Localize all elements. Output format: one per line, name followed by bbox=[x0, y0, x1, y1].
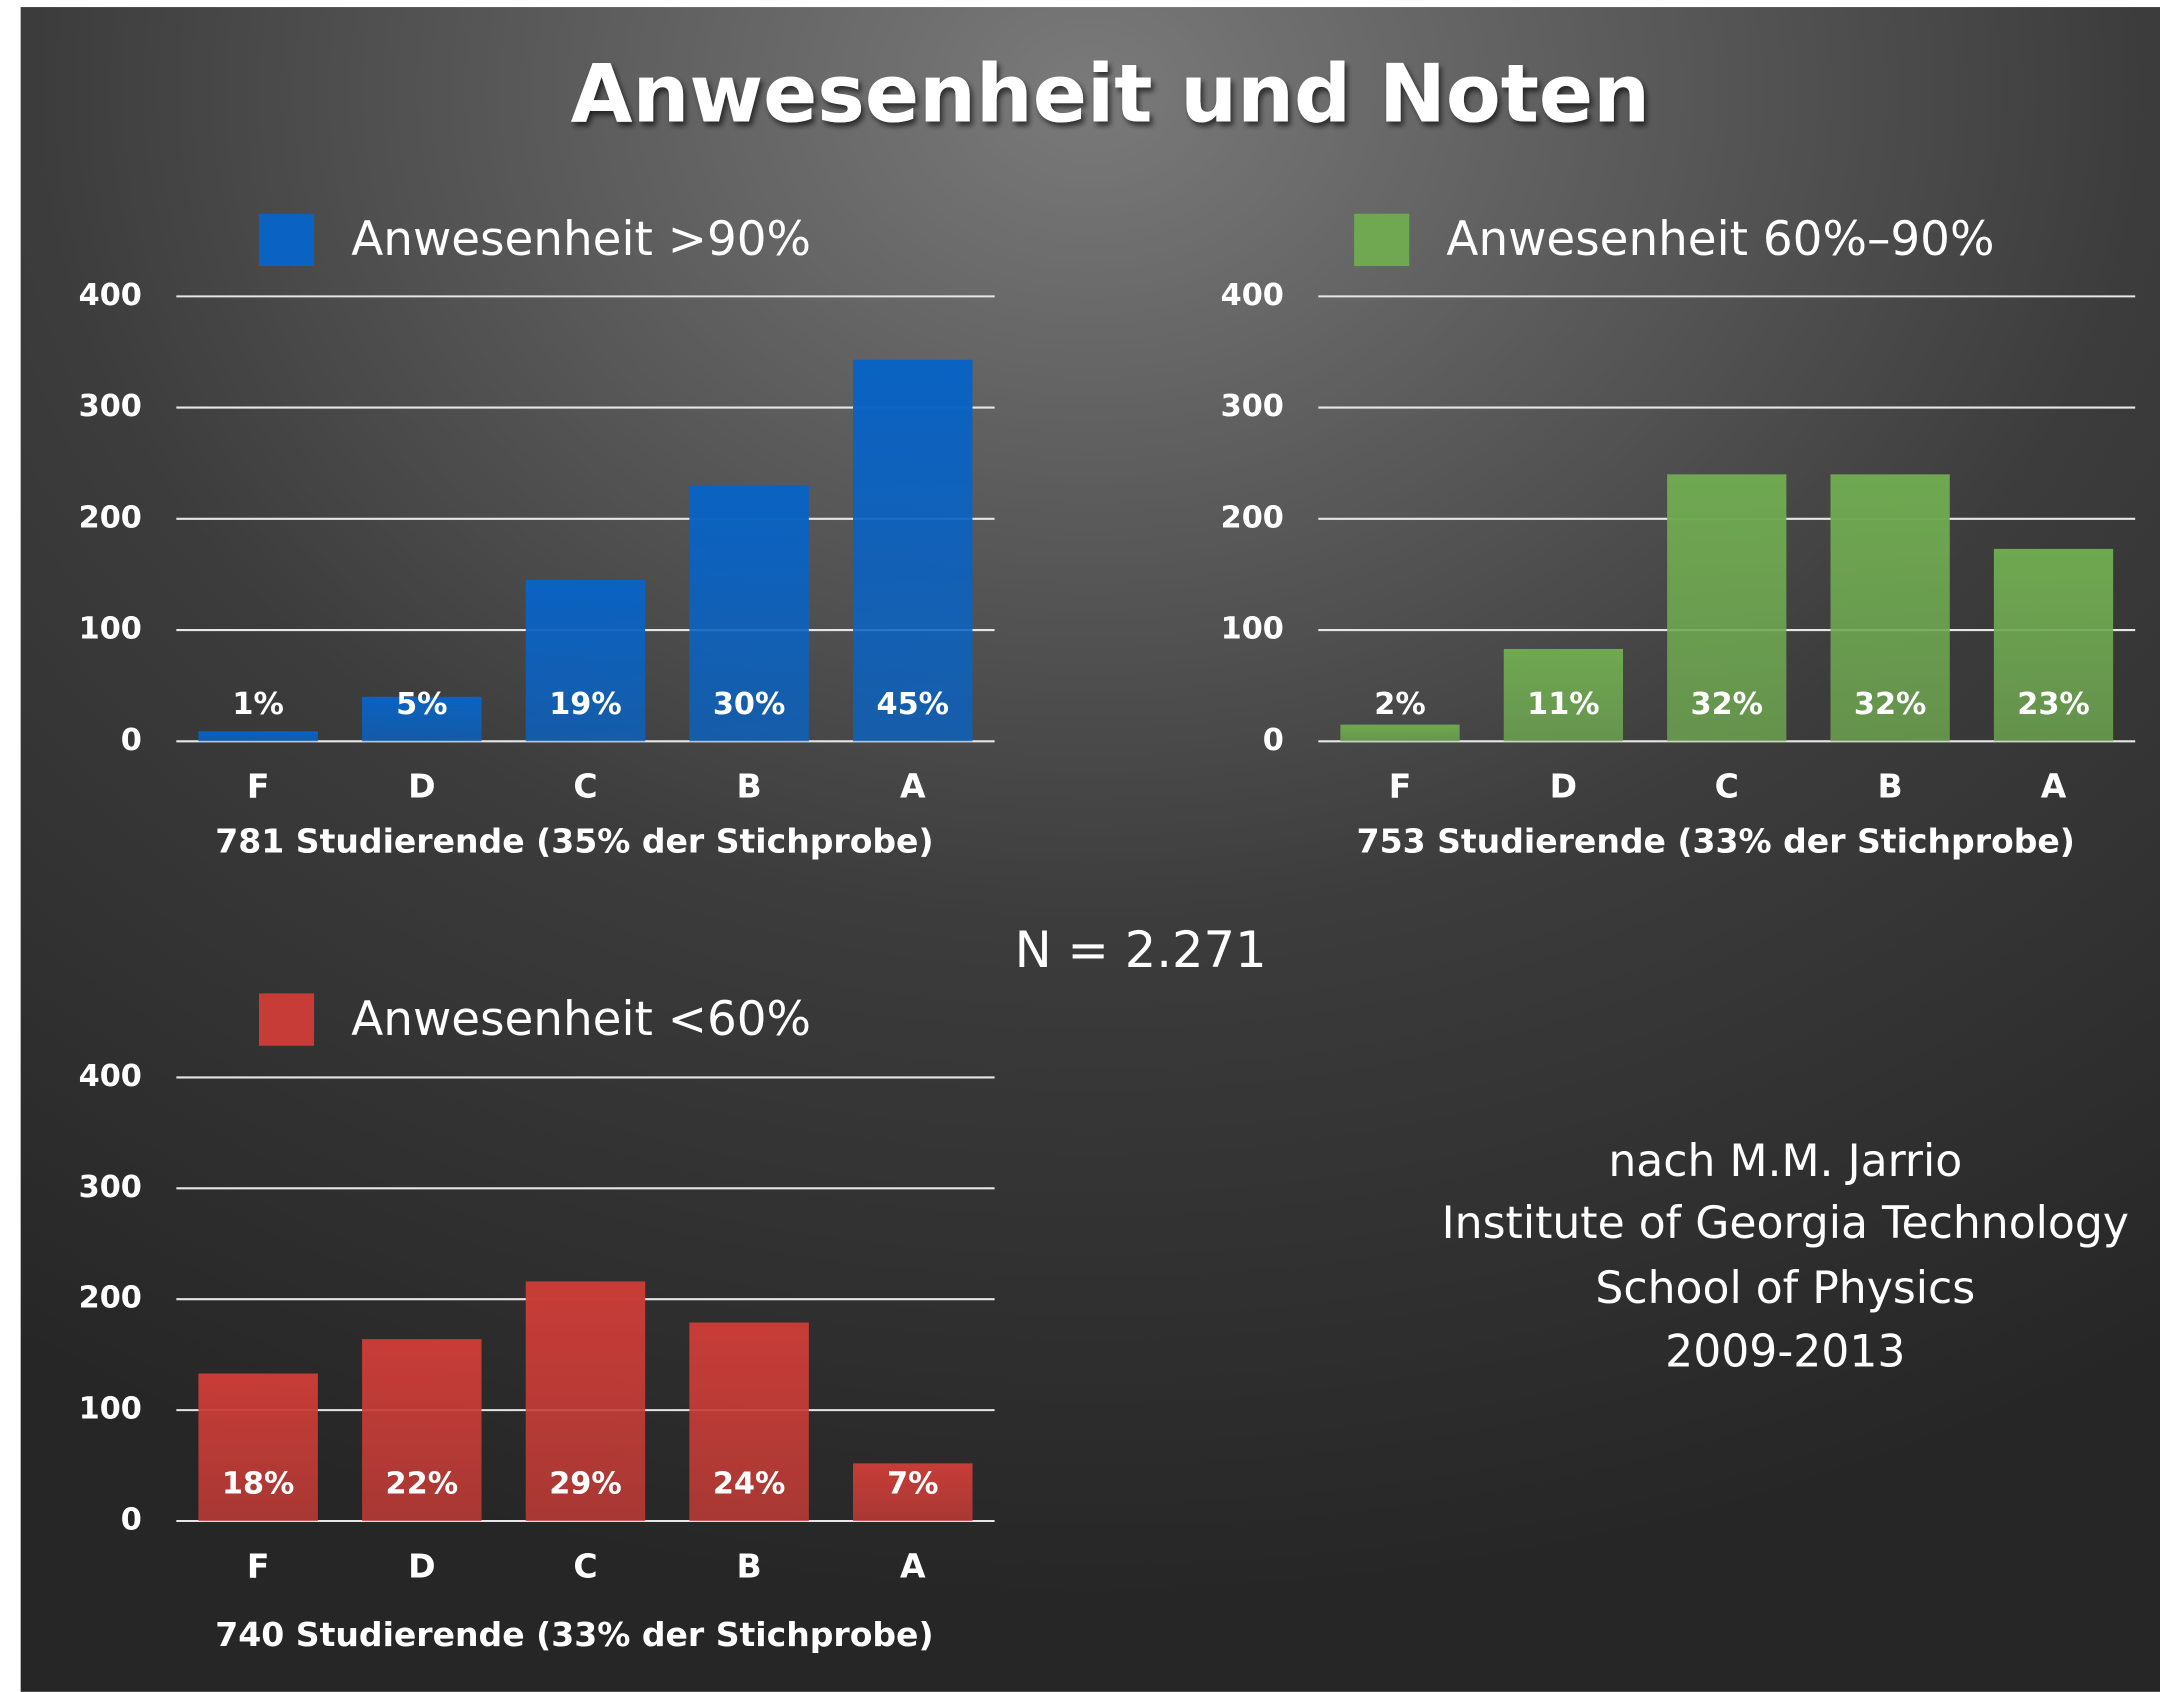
bar-label: 30% bbox=[713, 687, 786, 722]
legend-label: Anwesenheit 60%–90% bbox=[1446, 213, 1994, 267]
bar bbox=[1993, 548, 2114, 742]
legend-swatch bbox=[1354, 213, 1410, 267]
y-tick-label: 200 bbox=[79, 1281, 142, 1316]
y-tick-label: 0 bbox=[121, 1503, 142, 1538]
credit-line: nach M.M. Jarrio bbox=[1608, 1136, 1962, 1187]
bar bbox=[1830, 474, 1950, 742]
y-tick-label: 400 bbox=[79, 278, 142, 313]
y-tick-label: 200 bbox=[1221, 500, 1284, 535]
bar bbox=[1503, 648, 1624, 742]
bar bbox=[198, 731, 318, 742]
bar bbox=[198, 1373, 318, 1521]
y-tick-label: 100 bbox=[1221, 612, 1284, 647]
y-tick-label: 300 bbox=[79, 1170, 142, 1205]
credit-line: 2009-2013 bbox=[1665, 1326, 1905, 1377]
x-tick-label: B bbox=[737, 1546, 762, 1585]
y-tick-label: 300 bbox=[1221, 389, 1284, 424]
bar-label: 2% bbox=[1374, 687, 1425, 722]
slide-title: Anwesenheit und Noten bbox=[571, 47, 1650, 140]
bar-label: 23% bbox=[2017, 687, 2090, 722]
y-tick-label: 100 bbox=[79, 1392, 142, 1427]
y-tick-label: 200 bbox=[79, 500, 142, 535]
x-tick-label: D bbox=[408, 1546, 435, 1585]
y-tick-label: 0 bbox=[1263, 723, 1284, 758]
legend-swatch bbox=[258, 213, 315, 267]
bar-label: 19% bbox=[549, 687, 622, 722]
x-tick-label: D bbox=[1550, 767, 1577, 806]
bar bbox=[1667, 474, 1787, 742]
bar-label: 5% bbox=[396, 687, 447, 722]
x-tick-label: F bbox=[1389, 767, 1412, 806]
bar bbox=[525, 1281, 646, 1521]
bar bbox=[853, 1463, 973, 1521]
x-axis-label: 753 Studierende (33% der Stichprobe) bbox=[1357, 822, 2075, 861]
bar-label: 22% bbox=[386, 1467, 459, 1502]
x-axis-label: 781 Studierende (35% der Stichprobe) bbox=[215, 822, 933, 861]
bar bbox=[689, 485, 809, 742]
x-tick-label: A bbox=[900, 767, 926, 806]
legend-swatch bbox=[258, 993, 315, 1046]
bar-label: 29% bbox=[549, 1467, 622, 1502]
x-tick-label: B bbox=[737, 767, 762, 806]
y-tick-label: 400 bbox=[1221, 278, 1284, 313]
legend-label: Anwesenheit >90% bbox=[351, 213, 811, 267]
legend-label: Anwesenheit <60% bbox=[351, 993, 811, 1047]
x-tick-label: F bbox=[247, 1546, 270, 1585]
bar-label: 7% bbox=[887, 1467, 938, 1502]
credit-line: Institute of Georgia Technology bbox=[1442, 1198, 2129, 1249]
bar-label: 32% bbox=[1854, 687, 1927, 722]
bar-label: 32% bbox=[1690, 687, 1763, 722]
x-tick-label: C bbox=[573, 767, 597, 806]
x-tick-label: D bbox=[408, 767, 435, 806]
y-tick-label: 0 bbox=[121, 723, 142, 758]
bar bbox=[853, 359, 973, 742]
x-tick-label: C bbox=[1715, 767, 1739, 806]
x-tick-label: A bbox=[900, 1546, 926, 1585]
bar-label: 11% bbox=[1527, 687, 1600, 722]
x-tick-label: B bbox=[1878, 767, 1903, 806]
credit-line: School of Physics bbox=[1595, 1263, 1975, 1314]
bar-label: 1% bbox=[232, 687, 283, 722]
bar-label: 18% bbox=[222, 1467, 295, 1502]
x-tick-label: F bbox=[247, 767, 270, 806]
bar bbox=[362, 1339, 482, 1521]
x-axis-label: 740 Studierende (33% der Stichprobe) bbox=[215, 1615, 933, 1654]
x-tick-label: A bbox=[2041, 767, 2067, 806]
bar bbox=[689, 1322, 809, 1521]
x-tick-label: C bbox=[573, 1546, 597, 1585]
bar-label: 45% bbox=[876, 687, 949, 722]
y-tick-label: 400 bbox=[79, 1059, 142, 1094]
bar bbox=[362, 696, 482, 742]
y-tick-label: 100 bbox=[79, 612, 142, 647]
sample-size: N = 2.271 bbox=[1015, 921, 1267, 979]
bar-label: 24% bbox=[713, 1467, 786, 1502]
bar bbox=[1340, 724, 1460, 742]
y-tick-label: 300 bbox=[79, 389, 142, 424]
bar bbox=[525, 580, 646, 742]
